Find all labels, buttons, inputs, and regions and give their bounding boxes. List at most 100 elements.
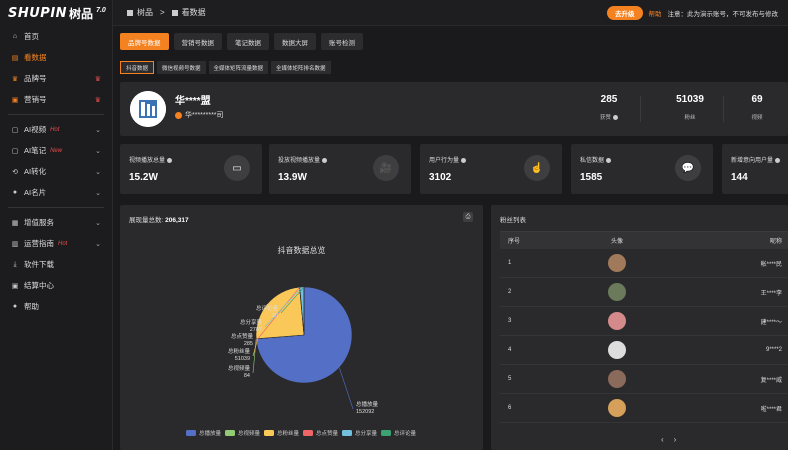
breadcrumb: 树品 > 看数据 [113, 7, 206, 18]
sidebar-item-home[interactable]: ⌂ 首页 [0, 26, 112, 47]
breadcrumb-current: 看数据 [181, 8, 206, 17]
subtab-matrix-traffic[interactable]: 全媒体矩阵流量数据 [208, 61, 269, 74]
sidebar-item-brand-account[interactable]: ♛ 品牌号 ♛ [0, 68, 112, 89]
sidebar-item-download[interactable]: ⤓ 软件下载 [0, 254, 112, 275]
fan-avatar-cell [528, 370, 706, 388]
legend-swatch-5[interactable] [381, 430, 391, 436]
next-page-button[interactable]: › [673, 435, 677, 444]
legend-label-4[interactable]: 总分享量 [355, 429, 378, 437]
tab-note-data[interactable]: 笔记数据 [227, 33, 269, 50]
info-icon[interactable] [606, 157, 612, 163]
pie-leader-line-1 [252, 338, 257, 374]
sidebar-item-ops-guide[interactable]: ▥ 运营指南 Hot ⌄ [0, 233, 112, 254]
sidebar-item-ai-video[interactable]: ▢ AI视频 Hot ⌄ [0, 119, 112, 140]
pie-label-value-1: 84 [244, 373, 250, 379]
legend-label-0[interactable]: 总播放量 [199, 429, 222, 437]
info-icon[interactable] [775, 157, 781, 163]
fans-title: 粉丝列表 [500, 217, 526, 224]
pie-label-value-4: 2787 [250, 327, 262, 333]
pie-label-value-0: 152092 [356, 409, 374, 415]
fans-panel: 粉丝列表 序号 头像 昵称 1 帐****民 2 王****李 3 建****～ 4 9***… [491, 205, 788, 450]
pie-leader-line-0 [338, 367, 354, 410]
sidebar-item-ai-card[interactable]: ● AI名片 ⌄ [0, 182, 112, 203]
chevron-down-icon: ⌄ [95, 147, 101, 155]
subtab-wechat-video[interactable]: 微信视频号数据 [157, 61, 206, 74]
sidebar-item-ai-note[interactable]: ▢ AI笔记 New ⌄ [0, 140, 112, 161]
pie-label-value-5: 30 [272, 313, 278, 319]
data-tabs: 品牌号数据 营销号数据 笔记数据 数据大屏 账号检测 [120, 33, 363, 50]
sidebar-item-label: AI名片 [24, 188, 47, 197]
legend-label-5[interactable]: 总评论量 [394, 429, 417, 437]
legend-label-3[interactable]: 总点赞量 [316, 429, 339, 437]
sidebar-item-value-service[interactable]: ▦ 增值服务 ⌄ [0, 212, 112, 233]
metric-label: 投放视频播放量 [278, 158, 321, 164]
profile-card: 华****盟 华*********司 285 获赞 51039 粉丝 69 视频 [120, 82, 788, 136]
divider [8, 114, 104, 115]
legend-label-1[interactable]: 总视频量 [238, 429, 261, 437]
sidebar-item-view-data[interactable]: ▤ 看数据 [0, 47, 112, 68]
legend-swatch-3[interactable] [303, 430, 313, 436]
sidebar-item-marketing-account[interactable]: ▣ 营销号 ♛ [0, 89, 112, 110]
subtab-matrix-ranking[interactable]: 全媒体矩阵排名数据 [271, 61, 331, 74]
fan-index: 5 [508, 376, 512, 382]
fan-nickname: 帐****民 [760, 261, 782, 268]
sidebar-item-settlement[interactable]: ▣ 结算中心 [0, 275, 112, 296]
column-header-nickname: 昵称 [769, 239, 782, 245]
fans-table: 序号 头像 昵称 1 帐****民 2 王****李 3 建****～ 4 9****2 5 复*… [500, 231, 788, 423]
legend-swatch-4[interactable] [342, 430, 352, 436]
tab-marketing-data[interactable]: 营销号数据 [173, 33, 222, 50]
metric-value: 144 [731, 172, 748, 183]
fan-avatar [608, 370, 626, 388]
metric-value: 15.2W [129, 172, 158, 183]
sidebar-item-label: 结算中心 [24, 281, 54, 290]
download-icon[interactable]: ⎙ [463, 212, 473, 222]
fan-nickname: 啦****君 [760, 406, 782, 413]
sidebar-item-help[interactable]: ● 帮助 [0, 296, 112, 317]
pie-label-value-3: 285 [244, 341, 253, 347]
legend-swatch-0[interactable] [186, 430, 196, 436]
breadcrumb-root[interactable]: 树品 [137, 8, 153, 17]
guide-icon: ▥ [11, 240, 19, 248]
prev-page-button[interactable]: ‹ [661, 435, 664, 444]
info-icon[interactable] [167, 157, 173, 163]
fan-avatar-cell [528, 312, 706, 330]
sidebar-item-label: AI笔记 [24, 146, 47, 155]
settle-icon: ▣ [11, 282, 19, 290]
info-icon[interactable] [461, 157, 467, 163]
tab-brand-data[interactable]: 品牌号数据 [120, 33, 169, 50]
legend-swatch-2[interactable] [264, 430, 274, 436]
logo[interactable]: SHUPIN 树品 7.0 [0, 0, 112, 26]
sidebar-item-label: AI视频 [24, 125, 47, 134]
info-icon[interactable] [613, 115, 618, 121]
tab-account-check[interactable]: 账号检测 [321, 33, 363, 50]
sidebar-item-ai-convert[interactable]: ⟲ AI转化 ⌄ [0, 161, 112, 182]
stat-label: 视频 [751, 115, 763, 121]
sidebar-item-label: 品牌号 [24, 74, 47, 83]
stat-fans: 51039 粉丝 [665, 94, 715, 121]
table-row: 6 啦****君 [500, 394, 788, 423]
hot-tag: Hot [50, 126, 60, 133]
info-icon[interactable] [322, 157, 328, 163]
metric-value: 1585 [580, 172, 603, 183]
legend-swatch-1[interactable] [225, 430, 235, 436]
fan-index: 1 [508, 260, 512, 266]
service-icon: ▦ [11, 219, 19, 227]
metric-label: 新增意向用户量 [731, 158, 774, 164]
topbar: 树品 > 看数据 去升级 帮助 注意：此为演示账号，不可发布与修改 [113, 0, 788, 26]
metric-value: 13.9W [278, 172, 307, 183]
metric-value: 3102 [429, 172, 452, 183]
impressions-total: 展现量总数: 206,317 [129, 214, 189, 224]
upgrade-button[interactable]: 去升级 [607, 5, 643, 20]
metric-label: 用户行为量 [429, 158, 460, 164]
fan-avatar-cell [528, 341, 706, 359]
fan-avatar-cell [528, 399, 706, 417]
tab-data-screen[interactable]: 数据大屏 [274, 33, 316, 50]
table-row: 2 王****李 [500, 278, 788, 307]
ai-convert-icon: ⟲ [12, 168, 18, 176]
pointer-icon: ☝ [524, 155, 550, 181]
help-link[interactable]: 帮助 [648, 10, 662, 18]
fan-index: 4 [508, 347, 512, 353]
fan-avatar-cell [528, 254, 706, 272]
subtab-douyin[interactable]: 抖音数据 [120, 61, 155, 74]
legend-label-2[interactable]: 总粉丝量 [277, 429, 300, 437]
